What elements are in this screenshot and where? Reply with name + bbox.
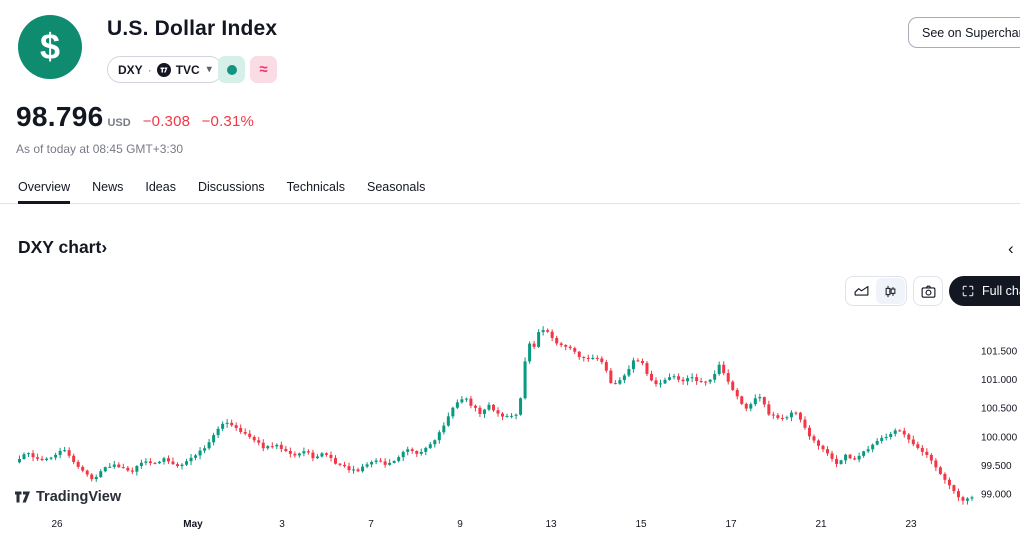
svg-text:7: 7 [368,519,374,530]
chart-section-heading[interactable]: DXY chart› [18,237,107,258]
svg-text:100.500: 100.500 [981,404,1018,415]
svg-text:9: 9 [457,519,463,530]
svg-text:99.000: 99.000 [981,490,1012,501]
chevron-down-icon: ▾ [206,64,212,75]
tab-overview[interactable]: Overview [18,176,71,204]
svg-text:99.500: 99.500 [981,461,1012,472]
tradingview-logo-icon [156,62,171,77]
market-status-badge[interactable] [218,56,245,83]
watermark-label: TradingView [36,489,122,505]
svg-text:17: 17 [725,519,737,530]
tradingview-logo-icon [15,491,30,503]
market-open-dot-icon [226,64,237,75]
svg-text:May: May [183,519,203,530]
approx-icon: ≈ [259,61,268,78]
page-title: U.S. Dollar Index [107,17,278,40]
svg-text:101.500: 101.500 [981,347,1018,358]
svg-text:15: 15 [635,519,647,530]
chart-toolbar: Full chart [845,276,1020,306]
svg-text:23: 23 [905,519,917,530]
tab-ideas[interactable]: Ideas [145,180,176,194]
symbol-logo: $ [18,15,82,79]
svg-text:101.000: 101.000 [981,375,1018,386]
dot-separator: · [147,62,152,77]
as-of-timestamp: As of today at 08:45 GMT+3:30 [16,142,184,156]
candles-icon [885,285,896,297]
chevron-right-icon: › [101,237,108,257]
svg-text:3: 3 [279,519,285,530]
svg-text:100.000: 100.000 [981,432,1018,443]
approximation-badge[interactable]: ≈ [250,56,277,83]
chart-type-toggle [845,276,907,306]
dollar-icon: $ [39,26,61,67]
quote-row: 98.796 USD −0.308 −0.31% [16,101,254,133]
area-chart-icon [854,285,869,296]
exchange-label: TVC [175,62,200,77]
tab-technicals[interactable]: Technicals [286,180,346,194]
ticker-label: DXY [118,62,143,77]
full-chart-label: Full chart [982,284,1020,298]
tradingview-watermark[interactable]: TradingView [14,489,121,505]
section-tabs: Overview News Ideas Discussions Technica… [0,176,1020,204]
last-price: 98.796 [16,101,104,132]
candles-chart-button[interactable] [876,278,905,304]
see-on-supercharts-button[interactable]: See on Supercharts [908,17,1020,48]
currency-label: USD [107,117,131,129]
fullscreen-icon [962,285,974,297]
change-percent: −0.31% [201,113,255,130]
area-chart-button[interactable] [847,278,876,304]
svg-text:13: 13 [545,519,557,530]
change-absolute: −0.308 [142,113,191,130]
camera-icon [921,285,935,298]
price-change: −0.308 −0.31% [143,113,254,130]
tab-discussions[interactable]: Discussions [197,180,265,194]
svg-text:21: 21 [815,519,827,530]
tab-news[interactable]: News [92,180,124,194]
tab-seasonals[interactable]: Seasonals [367,180,426,194]
snapshot-button[interactable] [913,276,943,306]
chart-section-title: DXY chart [18,237,102,257]
full-chart-button[interactable]: Full chart [949,276,1020,306]
svg-text:26: 26 [51,519,63,530]
chevron-left-icon[interactable]: ‹ [1008,239,1014,258]
symbol-switcher[interactable]: DXY · TVC ▾ [107,56,223,83]
